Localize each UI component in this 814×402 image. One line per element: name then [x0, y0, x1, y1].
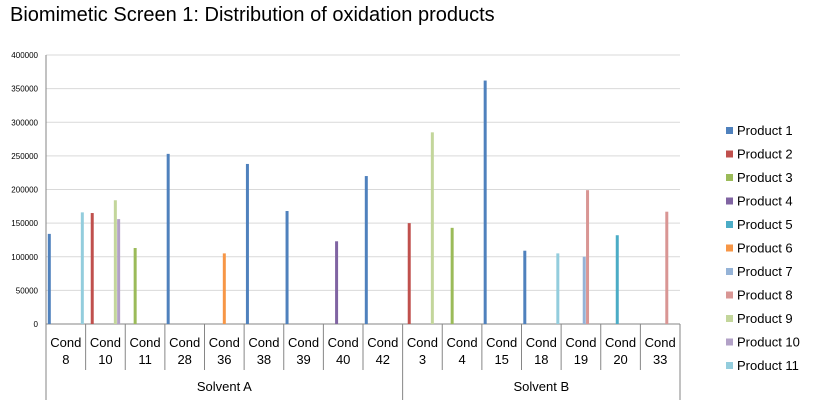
bar [450, 227, 454, 324]
y-tick-label: 250000 [11, 152, 38, 161]
legend-swatch [726, 362, 733, 369]
legend-label: Product 5 [737, 217, 793, 232]
y-tick-label: 200000 [11, 186, 38, 195]
bar [222, 253, 226, 324]
x-axis: Cond 8 Cond 10 Cond 11 Cond 28 Cond 36 Cond 38 Cond 3… [45, 324, 681, 400]
x-tick-label: 39 [296, 352, 310, 367]
bar [364, 176, 368, 324]
bar [430, 132, 434, 324]
legend-swatch [726, 315, 733, 322]
bar [117, 219, 121, 324]
y-axis: 0 50000 100000 150000 200000 250000 300000 3500… [11, 51, 47, 329]
x-tick-label: Cond [526, 335, 557, 350]
legend-label: Product 11 [737, 358, 799, 373]
legend-swatch [726, 127, 733, 134]
legend-label: Product 3 [737, 170, 793, 185]
x-tick-label: 11 [138, 352, 152, 367]
legend-label: Product 7 [737, 264, 793, 279]
x-tick-label: Cond [447, 335, 478, 350]
bar [245, 163, 249, 324]
group-label: Solvent A [197, 379, 252, 394]
x-tick-label: 15 [494, 352, 508, 367]
chart-title: Biomimetic Screen 1: Distribution of oxi… [10, 4, 495, 26]
x-tick-label: Cond [248, 335, 279, 350]
x-tick-label: Cond [605, 335, 636, 350]
x-tick-label: Cond [367, 335, 398, 350]
legend-swatch [726, 291, 733, 299]
legend-label: Product 4 [737, 194, 793, 209]
x-tick-label: 40 [336, 352, 350, 367]
legend-swatch [726, 268, 733, 275]
x-tick-label: 36 [217, 352, 231, 367]
bar [335, 241, 339, 324]
bar [582, 256, 586, 324]
x-tick-label: 18 [534, 352, 548, 367]
y-tick-label: 150000 [11, 219, 38, 228]
x-tick-label: Cond [645, 335, 676, 350]
bar [586, 190, 590, 324]
legend-label: Product 8 [737, 288, 793, 303]
legend-label: Product 10 [737, 335, 800, 350]
y-tick-label: 0 [34, 320, 39, 329]
x-tick-label: Cond [90, 335, 121, 350]
bar [285, 211, 289, 324]
x-tick-label: Cond [288, 335, 319, 350]
bar [556, 253, 560, 324]
bar [665, 211, 669, 324]
bar [80, 212, 84, 324]
group-label: Solvent B [513, 379, 569, 394]
legend-swatch [726, 174, 733, 181]
legend-swatch [726, 221, 733, 228]
x-tick-label: Cond [328, 335, 359, 350]
x-tick-label: Cond [169, 335, 200, 350]
y-tick-label: 100000 [11, 253, 38, 262]
x-tick-label: 33 [653, 352, 667, 367]
y-tick-label: 50000 [16, 286, 39, 295]
x-tick-label: 3 [419, 352, 426, 367]
x-tick-label: 10 [98, 352, 112, 367]
legend-label: Product 2 [737, 147, 793, 162]
x-tick-label: 38 [257, 352, 271, 367]
x-tick-label: Cond [50, 335, 81, 350]
x-tick-label: Cond [209, 335, 240, 350]
bar [90, 213, 94, 324]
bar [615, 235, 619, 324]
y-tick-label: 400000 [11, 51, 38, 60]
legend-label: Product 9 [737, 311, 793, 326]
legend-label: Product 1 [737, 123, 793, 138]
legend-swatch [726, 150, 733, 158]
bar [133, 248, 137, 324]
x-tick-label: 20 [613, 352, 627, 367]
legend: Product 1 Product 2 Product 3 Product 4 Prod… [726, 123, 800, 373]
x-tick-label: 19 [574, 352, 588, 367]
x-tick-label: 28 [177, 352, 191, 367]
x-tick-label: Cond [486, 335, 517, 350]
bar [523, 250, 527, 324]
x-tick-label: Cond [407, 335, 438, 350]
y-tick-label: 300000 [11, 118, 38, 127]
bar [166, 153, 170, 324]
x-tick-label: Cond [565, 335, 596, 350]
legend-swatch [726, 244, 733, 252]
x-tick-label: 8 [62, 352, 69, 367]
x-tick-label: 42 [376, 352, 390, 367]
legend-swatch [726, 197, 733, 205]
bars [47, 80, 669, 325]
legend-label: Product 6 [737, 241, 793, 256]
bar [407, 223, 411, 324]
x-tick-label: Cond [130, 335, 161, 350]
bar [113, 200, 117, 324]
bar [483, 80, 487, 325]
bar [47, 233, 51, 324]
legend-swatch [726, 338, 733, 346]
y-tick-label: 350000 [11, 85, 38, 94]
x-tick-label: 4 [458, 352, 465, 367]
